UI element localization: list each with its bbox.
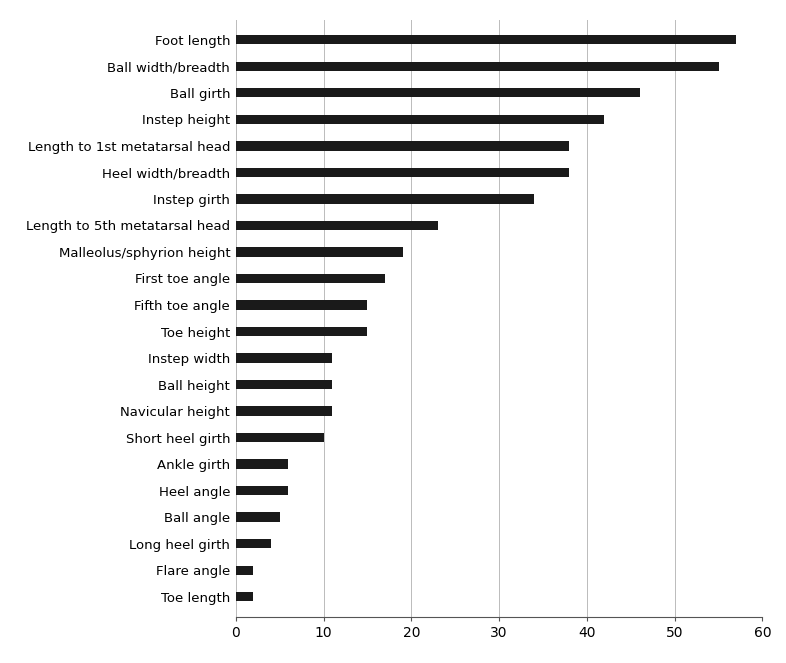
Bar (236, 221, 438, 230)
Bar (236, 433, 324, 442)
Bar (236, 62, 718, 71)
Bar (236, 168, 569, 177)
Bar (236, 512, 280, 522)
Bar (236, 380, 332, 389)
Bar (236, 539, 271, 548)
Bar (236, 327, 368, 336)
Bar (236, 486, 288, 495)
Bar (236, 115, 604, 124)
Bar (236, 406, 332, 416)
Bar (236, 566, 253, 575)
Bar (236, 141, 569, 151)
Bar (236, 274, 385, 283)
Bar (236, 88, 640, 97)
Bar (236, 247, 402, 257)
Bar (236, 35, 736, 44)
Bar (236, 300, 368, 310)
Bar (236, 592, 253, 601)
Bar (236, 459, 288, 469)
Bar (236, 194, 534, 204)
Bar (236, 353, 332, 363)
